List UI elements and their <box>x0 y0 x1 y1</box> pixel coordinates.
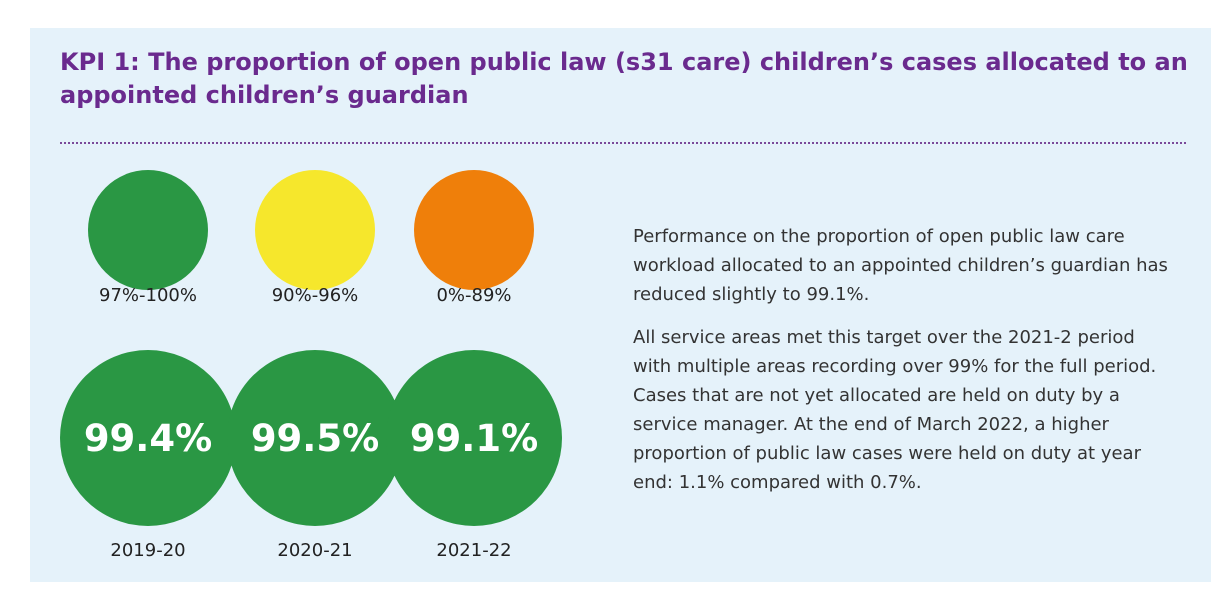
kpi-year: 2020-21 <box>277 540 353 561</box>
legend-label: 90%-96% <box>271 285 359 306</box>
panel: KPI 1: The proportion of open public law… <box>30 28 1211 582</box>
legend-swatch <box>255 170 375 290</box>
kpi-year: 2021-22 <box>436 540 512 561</box>
kpi-circle: 99.4% <box>60 350 236 526</box>
title: KPI 1: The proportion of open public law… <box>60 48 1188 109</box>
legend-label: 97%-100% <box>99 285 197 306</box>
paragraph: Performance on the proportion of open pu… <box>633 226 1168 305</box>
legend-swatch <box>88 170 208 290</box>
legend-label: 0%-89% <box>436 285 512 306</box>
legend-swatch <box>414 170 534 290</box>
divider <box>60 142 1186 144</box>
kpi-circle: 99.5% <box>227 350 403 526</box>
kpi-year: 2019-20 <box>110 540 186 561</box>
kpi-circle: 99.1% <box>386 350 562 526</box>
text-block: Performance on the proportion of open pu… <box>633 222 1178 511</box>
paragraph: All service areas met this target over t… <box>633 327 1157 493</box>
